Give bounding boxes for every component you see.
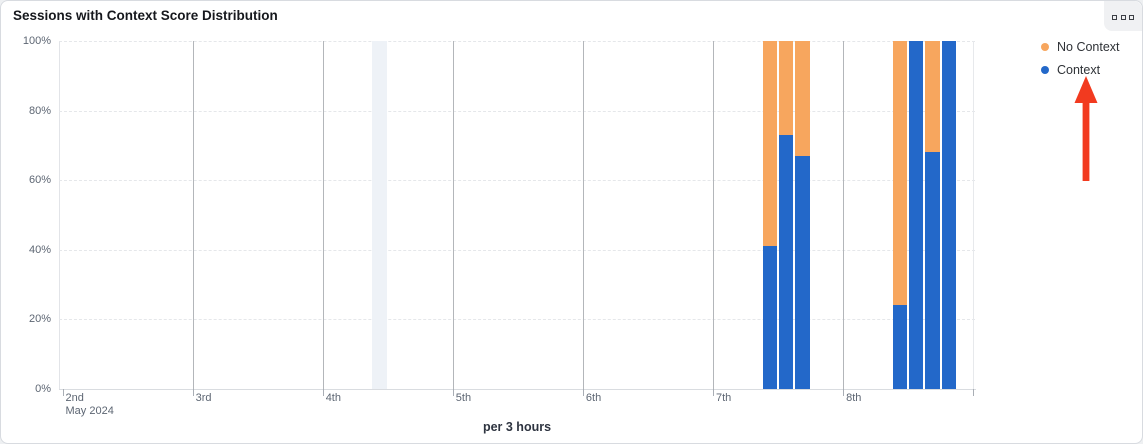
x-tick — [452, 389, 454, 396]
x-tick — [322, 389, 324, 396]
h-gridline — [59, 249, 975, 251]
x-tick-label: 7th — [716, 392, 732, 404]
legend: No Context Context — [1041, 40, 1120, 86]
bar-segment-context — [779, 134, 794, 389]
y-tick-label: 100% — [22, 35, 51, 47]
v-gridline — [452, 41, 454, 389]
x-tick-label: 6th — [585, 392, 602, 404]
bar-segment-context — [795, 155, 810, 389]
y-tick-label: 40% — [28, 243, 51, 256]
v-gridline — [582, 41, 584, 389]
x-tick — [192, 389, 194, 396]
h-gridline — [59, 110, 975, 112]
x-tick — [843, 389, 845, 396]
red-arrow-up-icon — [1073, 73, 1099, 188]
stacked-bar[interactable] — [941, 41, 956, 389]
y-tick-label: 20% — [28, 313, 51, 326]
stacked-bar[interactable] — [779, 41, 794, 389]
bar-segment-context — [941, 41, 956, 389]
bar-segment-context — [925, 152, 940, 389]
stacked-bar[interactable] — [925, 41, 940, 389]
y-tick-label: 0% — [35, 383, 51, 395]
h-gridline — [59, 180, 975, 182]
h-gridline — [59, 319, 975, 321]
bar-segment-no-context — [925, 41, 940, 153]
bar-segment-no-context — [779, 41, 794, 135]
plot-area — [59, 41, 975, 396]
x-axis-line — [59, 389, 976, 390]
x-tick-label: 8th — [846, 392, 862, 404]
v-gridline — [713, 41, 714, 389]
v-gridline — [843, 41, 845, 389]
x-tick-label: 4th — [325, 392, 341, 404]
chart-options-button[interactable] — [1104, 1, 1142, 31]
legend-item-no-context[interactable]: No Context — [1041, 40, 1120, 54]
month-label: May 2024 — [65, 405, 114, 417]
x-tick — [713, 389, 714, 396]
stacked-bar[interactable] — [762, 41, 778, 389]
bar-segment-context — [909, 41, 924, 389]
y-tick-label: 60% — [28, 174, 51, 187]
ellipsis-squares-icon — [1111, 7, 1136, 25]
x-tick-label: 2nd May 2024 — [65, 392, 114, 417]
v-gridline — [322, 41, 324, 389]
bar-segment-no-context — [795, 41, 810, 156]
x-tick-label: 3rd — [195, 392, 212, 404]
v-gridline — [192, 41, 194, 389]
x-tick — [582, 389, 584, 396]
x-tick-label: 5th — [455, 392, 472, 404]
h-gridline — [59, 41, 975, 42]
page-title: Sessions with Context Score Distribution — [13, 8, 278, 23]
bar-segment-no-context — [892, 41, 908, 306]
legend-label: Context — [1057, 63, 1101, 77]
stacked-bar[interactable] — [909, 41, 924, 389]
bar-segment-context — [892, 305, 908, 389]
y-tick-label: 80% — [28, 104, 51, 117]
stacked-bar[interactable] — [795, 41, 810, 389]
context-dot-icon — [1041, 66, 1049, 74]
bar-segment-no-context — [762, 41, 778, 247]
highlight-band — [371, 41, 388, 389]
x-tick — [973, 389, 975, 396]
y-axis-line — [59, 41, 60, 389]
bar-segment-context — [762, 246, 778, 389]
legend-item-context[interactable]: Context — [1041, 63, 1120, 77]
stacked-bar[interactable] — [892, 41, 908, 389]
no-context-dot-icon — [1041, 43, 1049, 51]
x-tick — [62, 389, 64, 396]
v-gridline — [973, 41, 975, 389]
interval-label: per 3 hours — [482, 420, 552, 434]
legend-label: No Context — [1057, 40, 1120, 54]
